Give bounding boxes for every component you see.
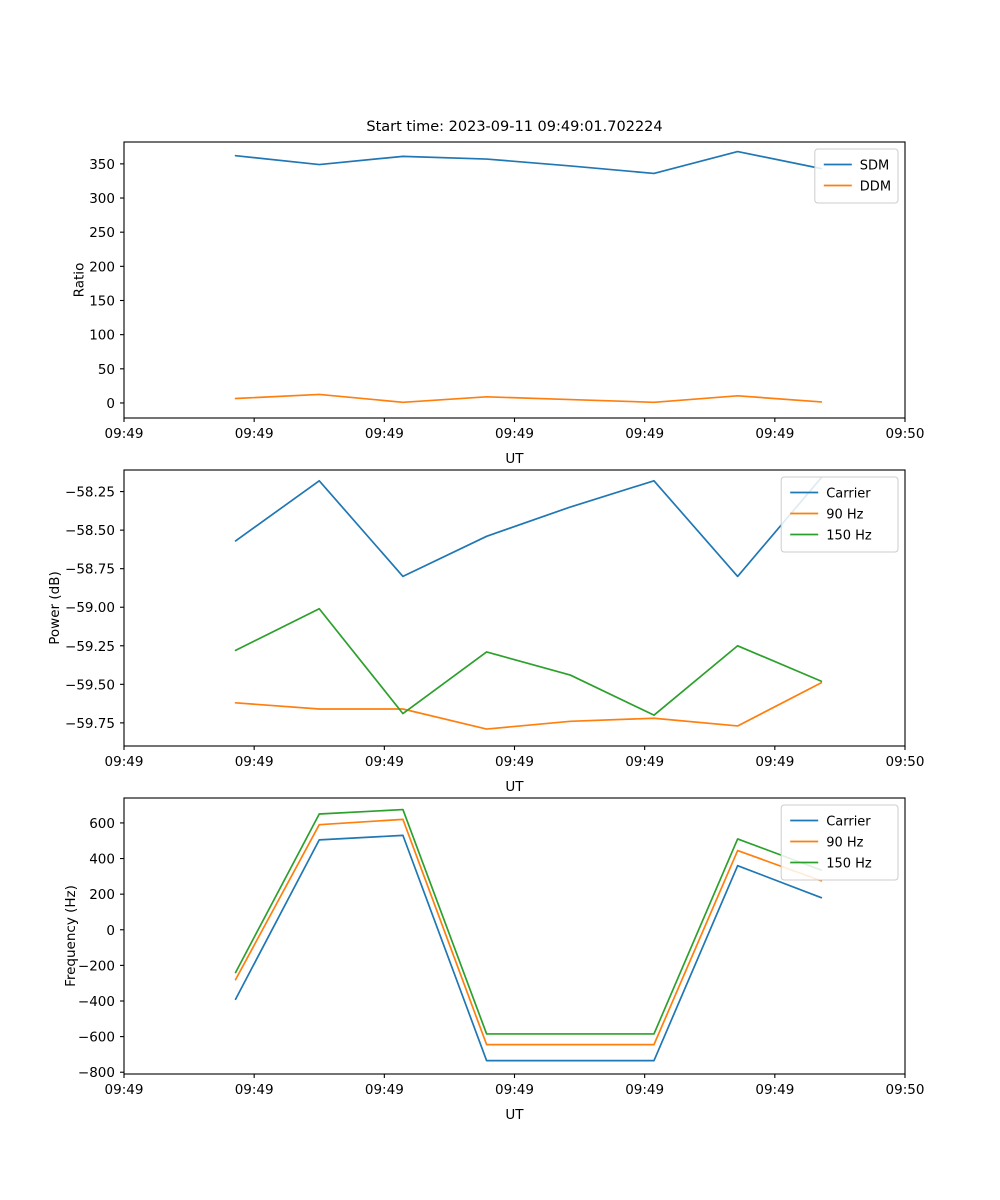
y-tick-label: −400: [78, 994, 115, 1010]
x-axis-label: UT: [505, 451, 524, 467]
x-tick-label: 09:49: [495, 1082, 534, 1098]
legend-panel-ratio: SDM DDM: [814, 148, 899, 204]
x-tick-label: 09:49: [495, 754, 534, 770]
legend-label-90-hz: 90 Hz: [826, 836, 863, 851]
y-tick-label: −58.50: [65, 523, 115, 539]
y-tick-label: 200: [89, 259, 115, 275]
legend-panel-frequency: Carrier 90 Hz 150 Hz: [780, 804, 899, 881]
legend-label-90-hz: 90 Hz: [826, 508, 863, 523]
y-tick-label: 150: [89, 293, 115, 309]
x-tick-label: 09:49: [105, 1082, 144, 1098]
y-tick-label: −600: [78, 1030, 115, 1046]
x-tick-label: 09:50: [886, 426, 925, 442]
legend-label-150-hz: 150 Hz: [826, 857, 872, 872]
x-axis-label: UT: [505, 779, 524, 795]
x-tick-label: 09:49: [495, 426, 534, 442]
x-tick-label: 09:49: [365, 754, 404, 770]
y-tick-label: −58.25: [65, 485, 115, 501]
x-tick-label: 09:49: [625, 754, 664, 770]
plot-frame: [123, 141, 906, 419]
x-tick-label: 09:49: [365, 426, 404, 442]
series-line-sdm: [234, 150, 823, 175]
x-tick-label: 09:49: [755, 1082, 794, 1098]
axes-panel-power: 09:49 09:49 09:49 09:49 09:49 09:49 09:50 −58.2…: [47, 469, 925, 795]
legend-panel-power: Carrier 90 Hz 150 Hz: [780, 476, 899, 553]
legend-background: [780, 804, 899, 881]
y-tick-label: −59.75: [65, 716, 115, 732]
y-tick-label: −800: [78, 1065, 115, 1081]
y-tick-label: −59.50: [65, 677, 115, 693]
legend-background: [814, 148, 899, 204]
y-axis-label: Power (dB): [47, 571, 63, 644]
legend-label-carrier: Carrier: [826, 487, 871, 502]
y-tick-label: 250: [89, 225, 115, 241]
y-tick-label: 350: [89, 157, 115, 173]
axes-panel-ratio: 09:49 09:49 09:49 09:49 09:49 09:49 09:50 0 50 10…: [71, 119, 924, 467]
x-tick-label: 09:49: [235, 754, 274, 770]
series-line-90-hz: [234, 681, 823, 730]
x-tick-label: 09:49: [105, 754, 144, 770]
legend-label-150-hz: 150 Hz: [826, 529, 872, 544]
y-tick-label: −59.25: [65, 639, 115, 655]
y-tick-label: 200: [89, 887, 115, 903]
x-tick-label: 09:49: [625, 1082, 664, 1098]
series-line-carrier: [234, 834, 823, 1062]
y-tick-label: 0: [106, 923, 115, 939]
y-tick-label: 600: [89, 816, 115, 832]
x-tick-label: 09:49: [235, 426, 274, 442]
x-tick-label: 09:49: [235, 1082, 274, 1098]
y-tick-label: −58.75: [65, 562, 115, 578]
y-tick-label: 0: [106, 396, 115, 412]
series-line-ddm: [234, 393, 823, 404]
y-tick-label: 100: [89, 328, 115, 344]
y-tick-label: −59.00: [65, 600, 115, 616]
y-tick-label: 50: [98, 362, 115, 378]
x-tick-label: 09:49: [755, 754, 794, 770]
x-tick-label: 09:50: [886, 754, 925, 770]
chart-title: Start time: 2023-09-11 09:49:01.702224: [366, 119, 662, 135]
x-tick-label: 09:49: [105, 426, 144, 442]
series-line-150-hz: [234, 808, 823, 1035]
series-line-carrier: [234, 476, 823, 578]
legend-label-carrier: Carrier: [826, 815, 871, 830]
series-line-90-hz: [234, 818, 823, 1046]
y-axis-label: Frequency (Hz): [63, 885, 79, 987]
y-tick-label: −200: [78, 958, 115, 974]
x-tick-label: 09:50: [886, 1082, 925, 1098]
legend-label-sdm: SDM: [860, 159, 889, 174]
legend-background: [780, 476, 899, 553]
axes-panel-frequency: 09:49 09:49 09:49 09:49 09:49 09:49 09:50 600 40…: [63, 797, 925, 1123]
y-tick-label: 300: [89, 191, 115, 207]
legend-label-ddm: DDM: [860, 180, 891, 195]
y-axis-label: Ratio: [71, 263, 87, 298]
x-tick-label: 09:49: [755, 426, 794, 442]
x-tick-label: 09:49: [365, 1082, 404, 1098]
series-line-150-hz: [234, 607, 823, 717]
x-tick-label: 09:49: [625, 426, 664, 442]
y-tick-label: 400: [89, 852, 115, 868]
x-axis-label: UT: [505, 1107, 524, 1123]
